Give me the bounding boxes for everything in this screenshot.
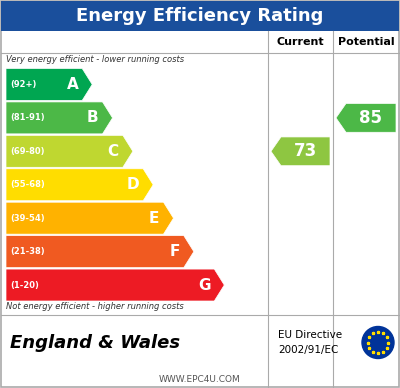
Polygon shape [6, 102, 112, 134]
Text: D: D [126, 177, 139, 192]
Polygon shape [336, 104, 396, 132]
Text: (39-54): (39-54) [10, 214, 45, 223]
Polygon shape [6, 269, 224, 301]
Text: Energy Efficiency Rating: Energy Efficiency Rating [76, 7, 324, 25]
Text: (69-80): (69-80) [10, 147, 44, 156]
Text: B: B [87, 111, 98, 125]
Polygon shape [6, 169, 153, 201]
Text: WWW.EPC4U.COM: WWW.EPC4U.COM [159, 374, 241, 383]
Polygon shape [6, 236, 194, 268]
Text: Very energy efficient - lower running costs: Very energy efficient - lower running co… [6, 55, 184, 64]
Text: (81-91): (81-91) [10, 113, 45, 122]
Text: A: A [66, 77, 78, 92]
Polygon shape [6, 69, 92, 100]
Text: (1-20): (1-20) [10, 281, 39, 289]
Text: 85: 85 [360, 109, 382, 127]
Polygon shape [271, 137, 330, 166]
Text: G: G [198, 277, 210, 293]
Text: EU Directive
2002/91/EC: EU Directive 2002/91/EC [278, 331, 342, 355]
Circle shape [362, 326, 394, 359]
Text: England & Wales: England & Wales [10, 334, 180, 352]
Text: 73: 73 [294, 142, 317, 160]
Text: F: F [170, 244, 180, 259]
Bar [1, 1, 399, 31]
Text: E: E [149, 211, 160, 226]
Text: Potential: Potential [338, 37, 394, 47]
Text: (21-38): (21-38) [10, 247, 45, 256]
Text: Current: Current [277, 37, 324, 47]
Text: Not energy efficient - higher running costs: Not energy efficient - higher running co… [6, 302, 184, 311]
Text: (92+): (92+) [10, 80, 36, 89]
Polygon shape [6, 202, 174, 234]
Polygon shape [6, 135, 133, 167]
Text: C: C [108, 144, 119, 159]
Text: (55-68): (55-68) [10, 180, 45, 189]
